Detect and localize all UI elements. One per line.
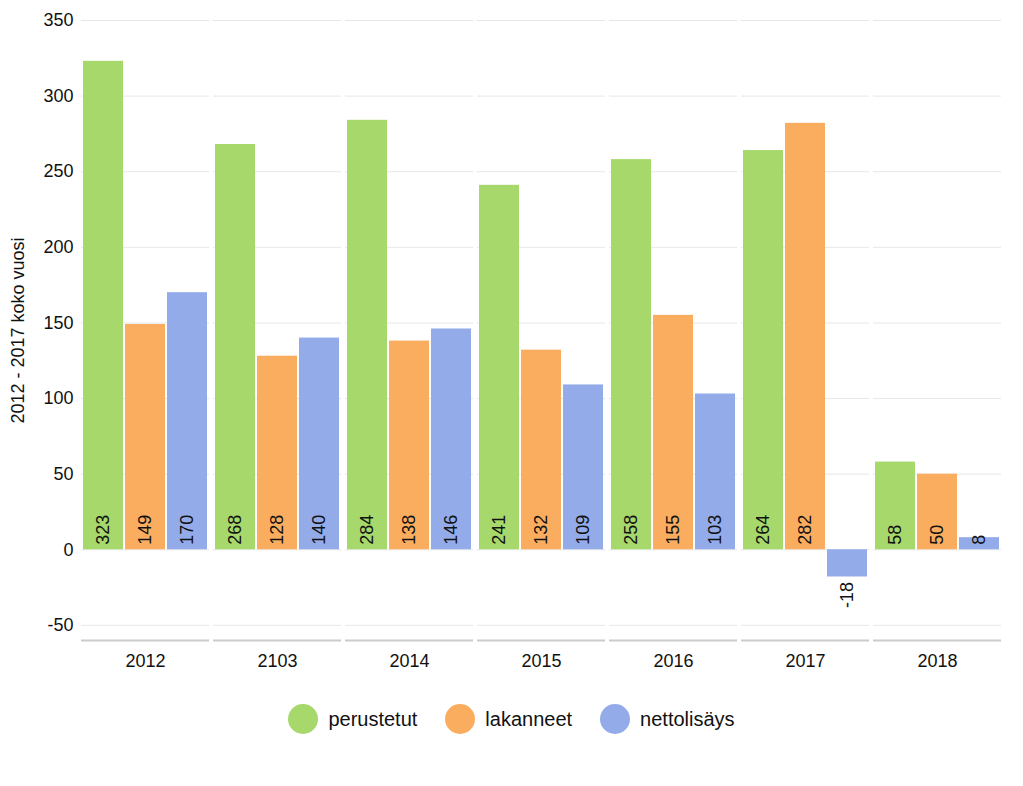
svg-text:-50: -50: [47, 615, 73, 635]
svg-text:128: 128: [267, 515, 287, 545]
svg-text:2012 - 2017 koko vuosi: 2012 - 2017 koko vuosi: [8, 237, 28, 423]
svg-text:50: 50: [927, 525, 947, 545]
svg-text:2012: 2012: [125, 651, 165, 671]
svg-text:282: 282: [795, 515, 815, 545]
svg-text:2014: 2014: [389, 651, 429, 671]
svg-text:155: 155: [663, 515, 683, 545]
svg-text:8: 8: [969, 535, 989, 545]
svg-text:2103: 2103: [257, 651, 297, 671]
svg-text:50: 50: [53, 464, 73, 484]
svg-text:241: 241: [489, 515, 509, 545]
svg-text:268: 268: [225, 515, 245, 545]
svg-text:2017: 2017: [785, 651, 825, 671]
svg-text:-18: -18: [837, 582, 857, 608]
svg-text:2016: 2016: [653, 651, 693, 671]
svg-text:300: 300: [43, 86, 73, 106]
svg-text:146: 146: [441, 515, 461, 545]
svg-text:2018: 2018: [917, 651, 957, 671]
svg-text:149: 149: [135, 515, 155, 545]
svg-text:264: 264: [753, 515, 773, 545]
svg-text:58: 58: [885, 525, 905, 545]
svg-text:140: 140: [309, 515, 329, 545]
svg-text:250: 250: [43, 161, 73, 181]
svg-text:0: 0: [63, 540, 73, 560]
svg-text:350: 350: [43, 10, 73, 30]
html-text:perustetut: perustetut: [328, 707, 418, 730]
svg-text:284: 284: [357, 515, 377, 545]
svg-text:2015: 2015: [521, 651, 561, 671]
html-text:nettolisäys: nettolisäys: [640, 707, 735, 730]
svg-text:150: 150: [43, 313, 73, 333]
svg-text:323: 323: [93, 515, 113, 545]
svg-text:138: 138: [399, 515, 419, 545]
svg-text:170: 170: [177, 515, 197, 545]
svg-text:100: 100: [43, 388, 73, 408]
svg-text:258: 258: [621, 515, 641, 545]
html-text:lakanneet: lakanneet: [485, 707, 573, 730]
svg-text:200: 200: [43, 237, 73, 257]
svg-text:103: 103: [705, 515, 725, 545]
svg-text:132: 132: [531, 515, 551, 545]
svg-text:109: 109: [573, 515, 593, 545]
